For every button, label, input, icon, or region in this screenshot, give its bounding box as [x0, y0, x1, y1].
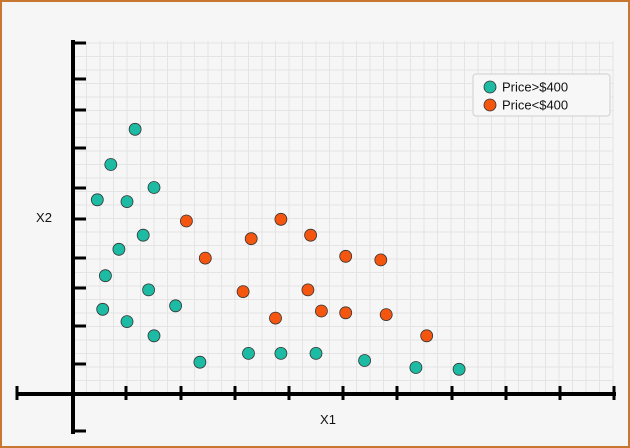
x-axis-label: X1: [320, 412, 336, 427]
point-price-below-400: [301, 283, 315, 297]
point-price-above-400: [99, 269, 112, 283]
legend-marker-price-below-400: [483, 98, 497, 112]
point-price-above-400: [128, 122, 142, 136]
point-price-above-400: [193, 355, 207, 369]
point-price-above-400: [104, 158, 118, 171]
point-price-below-400: [374, 253, 388, 267]
point-price-below-400: [339, 306, 353, 320]
point-price-below-400: [269, 311, 282, 325]
point-price-below-400: [420, 329, 434, 343]
point-price-below-400: [179, 214, 193, 228]
point-price-above-400: [358, 354, 372, 367]
point-price-above-400: [120, 315, 134, 329]
legend-label-price-below-400: Price<$400: [502, 98, 568, 113]
point-price-above-400: [147, 181, 161, 194]
axes: [15, 40, 616, 434]
point-price-above-400: [169, 299, 183, 313]
point-price-above-400: [452, 362, 466, 376]
legend-box: [472, 73, 611, 117]
point-price-below-400: [244, 232, 258, 246]
point-price-above-400: [90, 193, 104, 207]
point-price-below-400: [379, 308, 393, 322]
point-price-above-400: [142, 283, 156, 297]
point-price-below-400: [314, 304, 328, 318]
point-price-above-400: [309, 346, 323, 360]
point-price-above-400: [96, 302, 110, 316]
point-price-above-400: [147, 329, 161, 343]
legend: Price>$400 Price<$400: [472, 73, 611, 117]
point-price-below-400: [304, 228, 318, 242]
point-price-above-400: [136, 228, 150, 242]
legend-marker-price-above-400: [483, 80, 497, 94]
point-price-below-400: [236, 285, 250, 299]
point-price-below-400: [198, 251, 212, 265]
legend-label-price-above-400: Price>$400: [502, 80, 568, 95]
point-price-above-400: [112, 242, 126, 256]
point-price-below-400: [274, 212, 288, 226]
point-price-above-400: [409, 361, 423, 374]
point-price-above-400: [274, 346, 288, 360]
data-points: [90, 122, 466, 376]
point-price-above-400: [242, 346, 255, 360]
point-price-above-400: [120, 195, 134, 209]
point-price-below-400: [339, 249, 353, 263]
y-axis-label: X2: [36, 210, 52, 225]
